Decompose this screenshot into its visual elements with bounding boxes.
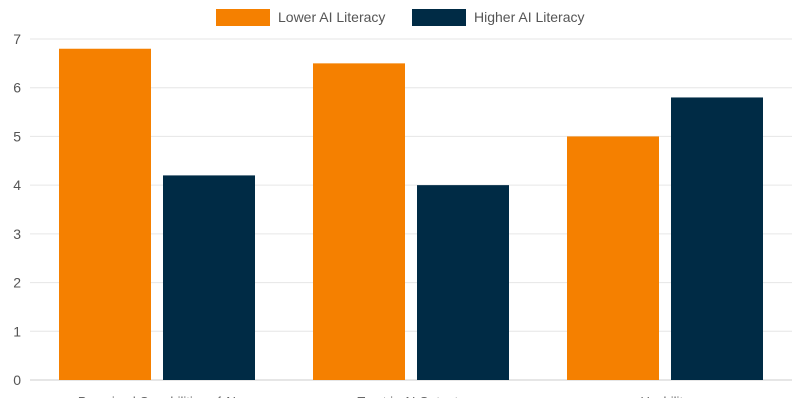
legend-swatch	[412, 9, 466, 26]
y-axis: 0 1 2 3 4 5 6 7	[13, 31, 21, 388]
legend-label: Higher AI Literacy	[474, 9, 585, 25]
bar-lower-ai-literacy	[313, 63, 405, 380]
x-category-label: Perceived Capabilities of AI	[78, 394, 236, 398]
bars	[59, 48, 763, 380]
y-tick-label: 0	[13, 372, 21, 388]
y-tick-label: 2	[13, 275, 21, 291]
y-tick-label: 4	[13, 177, 21, 193]
y-tick-label: 3	[13, 226, 21, 242]
legend-item-higher-ai-literacy[interactable]: Higher AI Literacy	[412, 9, 585, 26]
legend-label: Lower AI Literacy	[278, 9, 385, 25]
bar-higher-ai-literacy	[417, 185, 509, 380]
bar-higher-ai-literacy	[163, 175, 255, 380]
bar-higher-ai-literacy	[671, 97, 763, 380]
x-category-label: Usability	[640, 394, 690, 398]
bar-lower-ai-literacy	[567, 136, 659, 380]
legend-item-lower-ai-literacy[interactable]: Lower AI Literacy	[216, 9, 385, 26]
gridlines	[30, 38, 792, 381]
legend[interactable]: Lower AI Literacy Higher AI Literacy	[216, 9, 585, 26]
legend-swatch	[216, 9, 270, 26]
y-tick-label: 6	[13, 80, 21, 96]
y-tick-label: 5	[13, 128, 21, 144]
x-axis: Perceived Capabilities of AI Trust in AI …	[78, 394, 690, 398]
y-tick-label: 7	[13, 31, 21, 47]
y-tick-label: 1	[13, 323, 21, 339]
bar-lower-ai-literacy	[59, 48, 151, 380]
x-category-label: Trust in AI Outputs	[357, 394, 465, 398]
